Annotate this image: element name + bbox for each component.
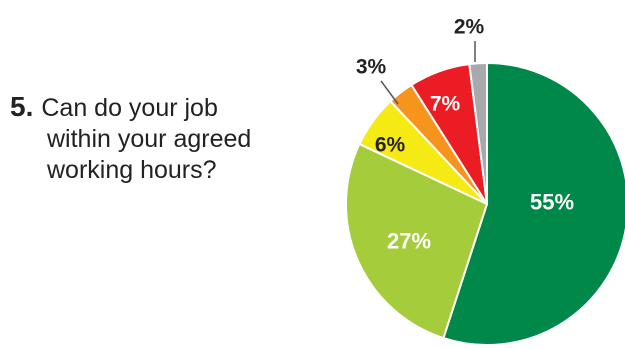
slice-label-55: 55% — [530, 190, 574, 215]
slice-label-6: 6% — [375, 134, 406, 157]
question-text-3: working hours? — [47, 156, 217, 184]
slice-label-3: 3% — [356, 56, 387, 79]
pie-slice-27 — [345, 142, 488, 340]
leader-line-3 — [380, 80, 399, 105]
slice-label-2: 2% — [454, 16, 485, 39]
slice-labels: 55% 27% 6% 3% 7% 2% — [356, 16, 574, 254]
question-number: 5. — [10, 91, 34, 122]
question-text-1: Can do your job — [41, 94, 218, 122]
pie-slice-2 — [468, 62, 488, 205]
slice-label-7: 7% — [430, 93, 461, 116]
leader-lines — [380, 41, 476, 105]
question-text-2: within your agreed — [47, 125, 252, 153]
pie-slice-55 — [442, 62, 625, 346]
pie-slices — [345, 62, 625, 346]
survey-question: 5. Can do your job within your agreed wor… — [10, 91, 330, 186]
slice-label-27: 27% — [387, 229, 431, 254]
question-line-1: 5. Can do your job — [10, 91, 330, 124]
